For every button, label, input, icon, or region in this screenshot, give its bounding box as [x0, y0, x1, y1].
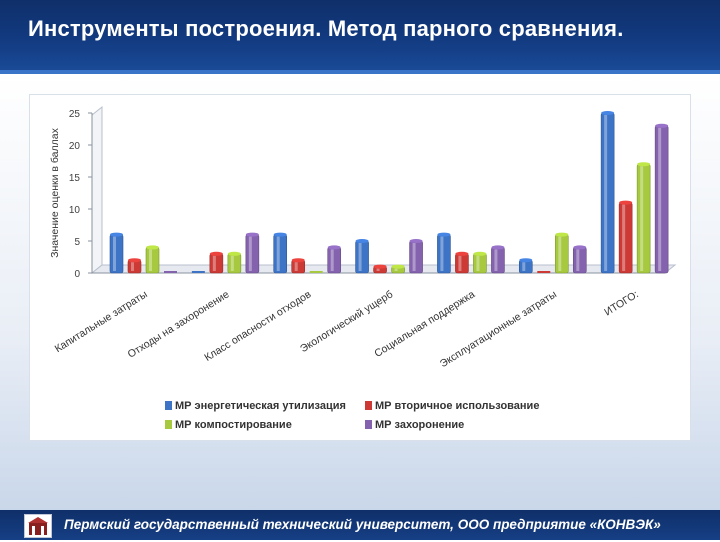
bar-top: [245, 232, 259, 237]
bar-highlight: [358, 243, 362, 271]
bar-highlight: [294, 262, 298, 271]
x-tick-label: ИТОГО:: [602, 288, 640, 318]
legend-label: МР захоронение: [375, 419, 464, 431]
university-logo-icon: [24, 514, 52, 538]
bar-top: [437, 232, 451, 237]
bar-top: [227, 251, 241, 256]
bar: [455, 253, 469, 274]
bar: [473, 253, 487, 274]
bar-top: [619, 200, 633, 205]
bar: [537, 271, 551, 273]
bar-highlight: [640, 166, 644, 271]
bar-highlight: [376, 268, 380, 271]
bar: [209, 253, 224, 274]
bar-highlight: [458, 255, 462, 271]
y-tick-label: 20: [69, 141, 81, 152]
bar-highlight: [522, 262, 526, 271]
bar-highlight: [558, 236, 562, 271]
bar-highlight: [276, 236, 280, 271]
chart-side-wall: [91, 105, 103, 275]
y-tick-label: 15: [69, 173, 81, 184]
bar-top: [409, 239, 423, 243]
bar-top: [555, 232, 569, 237]
legend-label: МР вторичное использование: [375, 400, 539, 412]
bar: [245, 234, 260, 274]
legend-label: МР энергетическая утилизация: [175, 400, 346, 412]
bar-highlight: [149, 249, 152, 271]
bar-highlight: [113, 236, 116, 271]
slide-footer: Пермский государственный технический уни…: [0, 510, 720, 540]
legend-swatch: [165, 401, 172, 410]
bar: [600, 112, 615, 274]
slide-title: Инструменты построения. Метод парного ср…: [28, 16, 624, 41]
bar-top: [209, 251, 223, 256]
bar-highlight: [230, 255, 234, 271]
bar-top: [355, 239, 369, 243]
y-tick-label: 10: [69, 205, 81, 216]
bar-top: [128, 258, 141, 263]
header-divider: [0, 70, 720, 74]
legend-swatch: [165, 420, 172, 429]
y-tick-label: 0: [74, 269, 80, 280]
legend-swatch: [365, 420, 372, 429]
y-tick-label: 5: [74, 237, 80, 248]
bar-highlight: [248, 236, 252, 271]
bar-highlight: [440, 236, 444, 271]
bar: [409, 240, 423, 274]
legend-label: МР компостирование: [175, 419, 292, 431]
bar: [491, 247, 505, 274]
bar: [554, 234, 569, 274]
y-axis-title: Значение оценки в баллах: [49, 127, 61, 257]
bar-highlight: [658, 127, 662, 271]
bar: [618, 202, 633, 274]
bar-top: [573, 245, 587, 250]
bar-top: [273, 232, 287, 237]
bar: [437, 234, 451, 274]
bar-top: [519, 258, 533, 263]
bar-top: [637, 162, 651, 167]
bar-top: [455, 251, 469, 256]
bar-top: [473, 251, 487, 256]
bar-highlight: [494, 249, 498, 271]
bar-top: [291, 258, 305, 263]
bar: [145, 247, 160, 274]
legend-swatch: [365, 401, 372, 410]
slide-header: Инструменты построения. Метод парного ср…: [0, 0, 720, 70]
bar-highlight: [212, 255, 216, 271]
bar-highlight: [394, 268, 398, 271]
bar-top: [327, 245, 341, 250]
bar-top: [391, 264, 405, 269]
bar-highlight: [131, 262, 134, 271]
bar: [164, 271, 177, 273]
bar-top: [491, 245, 505, 250]
bar-highlight: [604, 115, 608, 271]
bar: [109, 234, 124, 274]
bar-top: [373, 264, 387, 269]
bar: [273, 234, 288, 274]
bar-highlight: [330, 249, 334, 271]
bar-highlight: [476, 255, 480, 271]
footer-text: Пермский государственный технический уни…: [64, 517, 661, 532]
bar: [355, 240, 369, 274]
bar-top: [110, 232, 123, 237]
bar-highlight: [576, 249, 580, 271]
bar-highlight: [622, 204, 626, 271]
bar: [572, 247, 587, 274]
bar: [654, 125, 669, 274]
bar: [636, 163, 651, 274]
bar: [191, 271, 205, 273]
bar-top: [601, 111, 615, 115]
bar-top: [146, 245, 159, 250]
y-tick-label: 25: [69, 109, 81, 120]
bar-highlight: [412, 243, 416, 271]
bar: [309, 271, 323, 273]
bar: [227, 253, 242, 274]
bar: [327, 247, 342, 274]
bar-top: [655, 123, 669, 128]
